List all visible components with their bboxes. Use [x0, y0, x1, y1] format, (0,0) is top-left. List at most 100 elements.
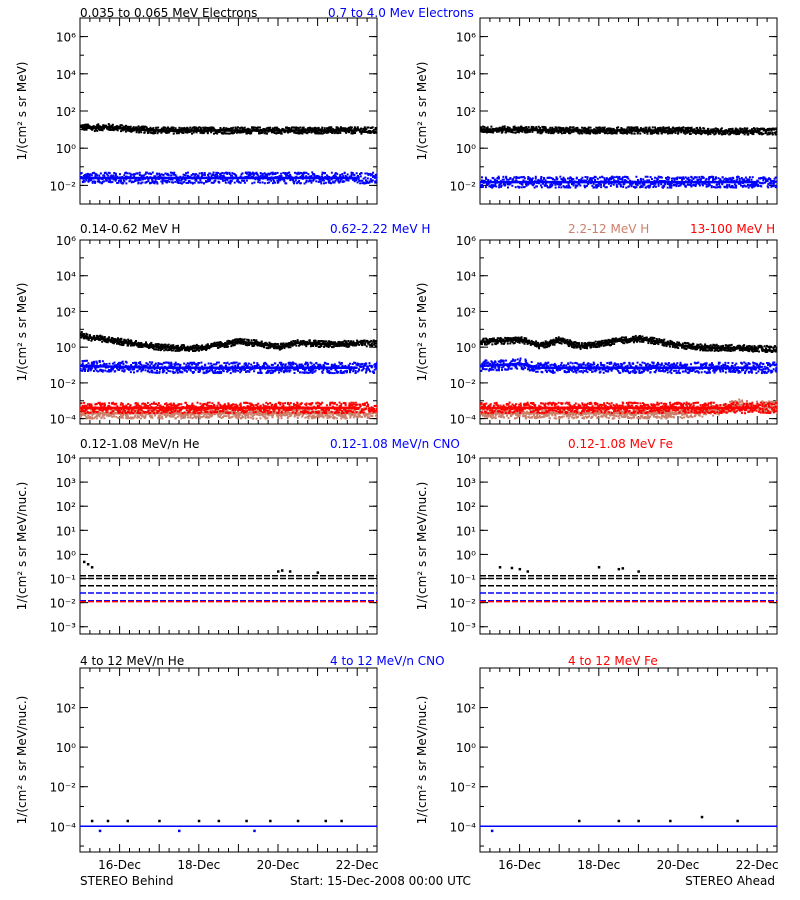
data-point	[347, 344, 350, 347]
data-point	[539, 184, 542, 187]
data-point	[131, 180, 134, 183]
data-point	[554, 186, 557, 189]
series-blue	[80, 359, 377, 375]
data-point	[523, 177, 526, 180]
data-point	[366, 126, 369, 129]
data-point	[572, 130, 575, 133]
data-point	[706, 127, 709, 130]
data-point	[264, 175, 267, 178]
data-point	[106, 173, 109, 176]
data-point	[773, 184, 776, 187]
data-point	[275, 347, 278, 350]
data-point	[329, 130, 332, 133]
data-point	[713, 178, 716, 181]
series-black	[80, 123, 377, 135]
data-point	[178, 179, 181, 182]
data-point	[224, 179, 227, 182]
data-point	[768, 128, 771, 131]
data-point	[367, 126, 370, 129]
data-point	[692, 177, 695, 180]
data-point	[244, 368, 247, 371]
data-point	[107, 370, 110, 373]
data-point	[364, 176, 367, 179]
data-point	[134, 179, 137, 182]
data-point	[543, 126, 546, 129]
data-point	[279, 179, 282, 182]
data-point	[118, 368, 121, 371]
data-point	[304, 131, 307, 134]
data-point	[654, 185, 657, 188]
data-point	[105, 179, 108, 182]
data-point	[711, 131, 714, 134]
data-point	[350, 171, 353, 174]
data-point	[727, 128, 730, 131]
data-point	[198, 362, 201, 365]
data-point	[601, 126, 604, 129]
data-point	[724, 177, 727, 180]
data-point	[705, 177, 708, 180]
data-point	[547, 130, 550, 133]
data-point	[630, 132, 633, 135]
data-point	[774, 180, 777, 183]
data-point	[333, 372, 336, 375]
data-point	[309, 361, 312, 364]
data-point	[176, 180, 179, 183]
data-point	[576, 127, 579, 130]
data-point	[209, 126, 212, 129]
data-point	[294, 179, 297, 182]
data-point	[262, 364, 265, 367]
data-point	[80, 172, 83, 175]
data-point	[762, 182, 765, 185]
data-point	[769, 179, 772, 182]
data-point	[338, 181, 341, 184]
data-point	[122, 367, 125, 370]
data-point	[118, 361, 121, 364]
data-point	[541, 182, 544, 185]
data-point	[227, 132, 230, 135]
data-point	[299, 182, 302, 185]
data-point	[220, 364, 223, 367]
data-point	[373, 343, 376, 346]
data-point	[240, 342, 243, 345]
data-point	[246, 344, 249, 347]
data-point	[195, 173, 198, 176]
data-point	[284, 364, 287, 367]
data-point	[216, 341, 219, 344]
data-point	[301, 340, 304, 343]
data-point	[181, 127, 184, 130]
data-point	[625, 186, 628, 189]
data-point	[360, 132, 363, 135]
data-point	[594, 179, 597, 182]
data-point	[81, 360, 84, 363]
data-point	[498, 183, 501, 186]
data-point	[228, 132, 231, 135]
data-point	[480, 176, 483, 179]
data-point	[583, 131, 586, 134]
data-point	[586, 176, 589, 179]
data-point	[597, 131, 600, 134]
data-point	[189, 126, 192, 129]
data-point	[481, 130, 484, 133]
data-point	[310, 181, 313, 184]
data-point	[125, 361, 128, 364]
data-point	[122, 179, 125, 182]
data-point	[562, 179, 565, 182]
data-point	[675, 185, 678, 188]
data-point	[357, 178, 360, 181]
data-point	[776, 127, 777, 130]
data-point	[189, 345, 192, 348]
data-point	[302, 172, 305, 175]
data-point	[153, 182, 156, 185]
data-point	[589, 131, 592, 134]
data-point	[670, 177, 673, 180]
data-point	[205, 344, 208, 347]
data-point	[179, 363, 182, 366]
data-point	[491, 186, 494, 189]
data-point	[247, 338, 250, 341]
data-point	[158, 174, 161, 177]
data-point	[106, 337, 109, 340]
data-point	[154, 362, 157, 365]
data-point	[653, 179, 656, 182]
data-point	[165, 131, 168, 134]
